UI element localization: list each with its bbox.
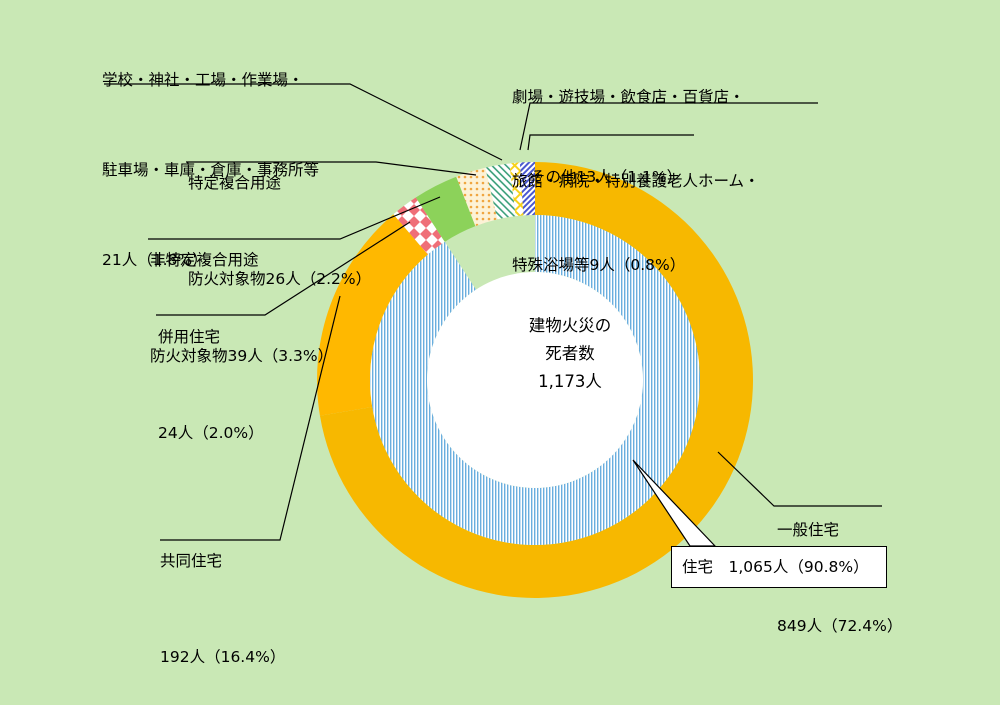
label-gakko-line2: 駐車場・車庫・倉庫・事務所等 (102, 161, 320, 179)
center-label-line2: 死者数 (545, 344, 595, 363)
inner-slice-jutaku (370, 215, 701, 545)
label-ippan-line1: 一般住宅 (777, 521, 840, 539)
center-hole (427, 272, 643, 488)
leader-sonota (527, 134, 694, 151)
label-kyodo: 共同住宅 192人（16.4%） (160, 481, 285, 705)
label-gekijo-line3: 特殊浴場等9人（0.8%） (512, 256, 686, 274)
label-heiyo: 併用住宅 24人（2.0%） (158, 257, 264, 481)
outer-slice-sonota (519, 162, 535, 216)
label-heiyo-line2: 24人（2.0%） (158, 424, 264, 442)
outer-slice-hitokutei (415, 176, 476, 242)
leader-tokutei (186, 161, 477, 176)
center-label: 建物火災の 死者数 1,173人 (450, 312, 690, 396)
label-kyodo-line2: 192人（16.4%） (160, 648, 286, 666)
label-tokutei-line2: 防火対象物26人（2.2%） (188, 270, 372, 288)
outer-ring (317, 162, 753, 598)
label-hitokutei: 非特定複合用途 防火対象物39人（3.3%） (150, 180, 333, 404)
outer-slice-gakko (485, 163, 516, 220)
label-gekijo-line1: 劇場・遊技場・飲食店・百貨店・ (512, 88, 745, 106)
center-label-line1: 建物火災の (528, 316, 612, 335)
leader-ippan (717, 451, 882, 507)
leader-gekijo (519, 102, 818, 151)
leader-kyodo (160, 295, 341, 541)
outer-slice-gekijo (509, 162, 524, 217)
outer-slice-kyodo (317, 214, 428, 416)
leader-hitokutei (148, 196, 441, 240)
label-gakko-line1: 学校・神社・工場・作業場・ (102, 71, 304, 89)
label-gekijo-line2: 旅館・病院・特別養護老人ホーム・ (512, 172, 760, 190)
outer-slice-tokutei (456, 167, 498, 227)
label-gekijo: 劇場・遊技場・飲食店・百貨店・ 旅館・病院・特別養護老人ホーム・ 特殊浴場等9人… (512, 27, 760, 307)
label-sonota: その他13人（1.1%） (530, 112, 682, 216)
donut-chart (104, 83, 882, 598)
leader-gakko (104, 83, 503, 161)
inner-ring (370, 215, 701, 545)
label-ippan-line2: 849人（72.4%） (777, 617, 903, 635)
label-heiyo-line1: 併用住宅 (158, 328, 221, 346)
label-kyodo-line1: 共同住宅 (160, 552, 223, 570)
leader-heiyo (156, 221, 411, 316)
center-label-total: 1,173人 (538, 372, 602, 391)
label-hitokutei-line2: 防火対象物39人（3.3%） (150, 347, 334, 365)
label-tokutei: 特定複合用途 防火対象物26人（2.2%） (188, 103, 371, 327)
label-hitokutei-line1: 非特定複合用途 (150, 251, 259, 269)
leader-lines (104, 83, 882, 547)
label-sonota-line1: その他13人（1.1%） (530, 168, 683, 186)
label-jutaku-box: 住宅 1,065人（90.8%） (671, 546, 887, 588)
label-gakko: 学校・神社・工場・作業場・ 駐車場・車庫・倉庫・事務所等 21人（1.8%） (102, 5, 319, 305)
label-tokutei-line1: 特定複合用途 (188, 174, 282, 192)
label-gakko-line3: 21人（1.8%） (102, 251, 208, 269)
